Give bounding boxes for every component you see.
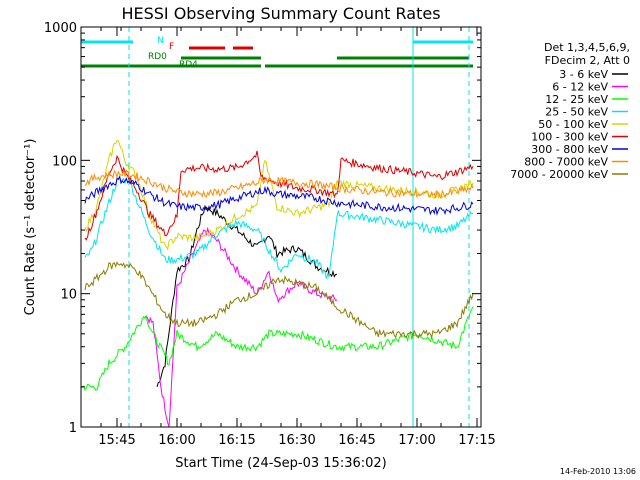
x-tick-label-6: 17:15 bbox=[458, 433, 495, 448]
saa-vertical-lines-layer bbox=[80, 27, 470, 427]
series-line-1 bbox=[144, 226, 338, 428]
series-line-4 bbox=[84, 139, 474, 251]
legend-header-line-2: FDecim 2, Att 0 bbox=[545, 54, 630, 67]
legend-label-2: 12 - 25 keV bbox=[545, 93, 608, 106]
y-axis-label: Count Rate (s⁻¹ detector⁻¹) bbox=[23, 139, 38, 316]
chart-title: HESSI Observing Summary Count Rates bbox=[121, 4, 440, 23]
flag-label-n: N bbox=[157, 36, 164, 46]
series-line-6 bbox=[84, 175, 474, 217]
legend-label-5: 100 - 300 keV bbox=[531, 131, 608, 144]
footer-timestamp: 14-Feb-2010 13:06 bbox=[560, 467, 636, 476]
series-line-5 bbox=[84, 150, 474, 241]
flag-label-rd0: RD0 bbox=[148, 52, 167, 62]
y-tick-label-1: 10 bbox=[60, 288, 77, 303]
x-axis-label: Start Time (24-Sep-03 15:36:02) bbox=[175, 456, 386, 471]
y-tick-label-0: 1 bbox=[69, 421, 77, 436]
series-line-0 bbox=[156, 204, 338, 388]
x-tick-label-2: 16:15 bbox=[218, 433, 255, 448]
flag-label-rd4: RD4 bbox=[179, 60, 198, 70]
legend-label-6: 300 - 800 keV bbox=[531, 143, 608, 156]
legend-header-line-1: Det 1,3,4,5,6,9, bbox=[544, 41, 630, 54]
legend-label-7: 800 - 7000 keV bbox=[524, 156, 608, 169]
x-tick-label-5: 17:00 bbox=[398, 433, 435, 448]
legend-label-3: 25 - 50 keV bbox=[545, 106, 608, 119]
series-line-2 bbox=[80, 306, 474, 392]
series-line-3 bbox=[84, 176, 474, 279]
series-line-7 bbox=[84, 169, 474, 200]
flag-label-f: F bbox=[169, 42, 174, 52]
x-tick-label-4: 16:45 bbox=[338, 433, 375, 448]
legend-label-1: 6 - 12 keV bbox=[552, 81, 608, 94]
legend-label-0: 3 - 6 keV bbox=[559, 68, 608, 81]
series-line-8 bbox=[84, 261, 474, 339]
axis-ticks-layer: 15:45 16:00 16:15 16:30 16:45 17:00 17:15 1 10 10… bbox=[44, 21, 496, 448]
x-tick-label-0: 15:45 bbox=[98, 433, 135, 448]
legend: Det 1,3,4,5,6,9, FDecim 2, Att 0 3 - 6 k… bbox=[510, 41, 630, 181]
series-lines-layer bbox=[80, 139, 474, 428]
legend-label-4: 50 - 100 keV bbox=[538, 118, 608, 131]
y-tick-label-2: 100 bbox=[52, 154, 77, 169]
legend-label-8: 7000 - 20000 keV bbox=[510, 168, 608, 181]
x-tick-label-1: 16:00 bbox=[158, 433, 195, 448]
x-tick-label-3: 16:30 bbox=[278, 433, 315, 448]
y-tick-label-3: 1000 bbox=[44, 21, 77, 36]
